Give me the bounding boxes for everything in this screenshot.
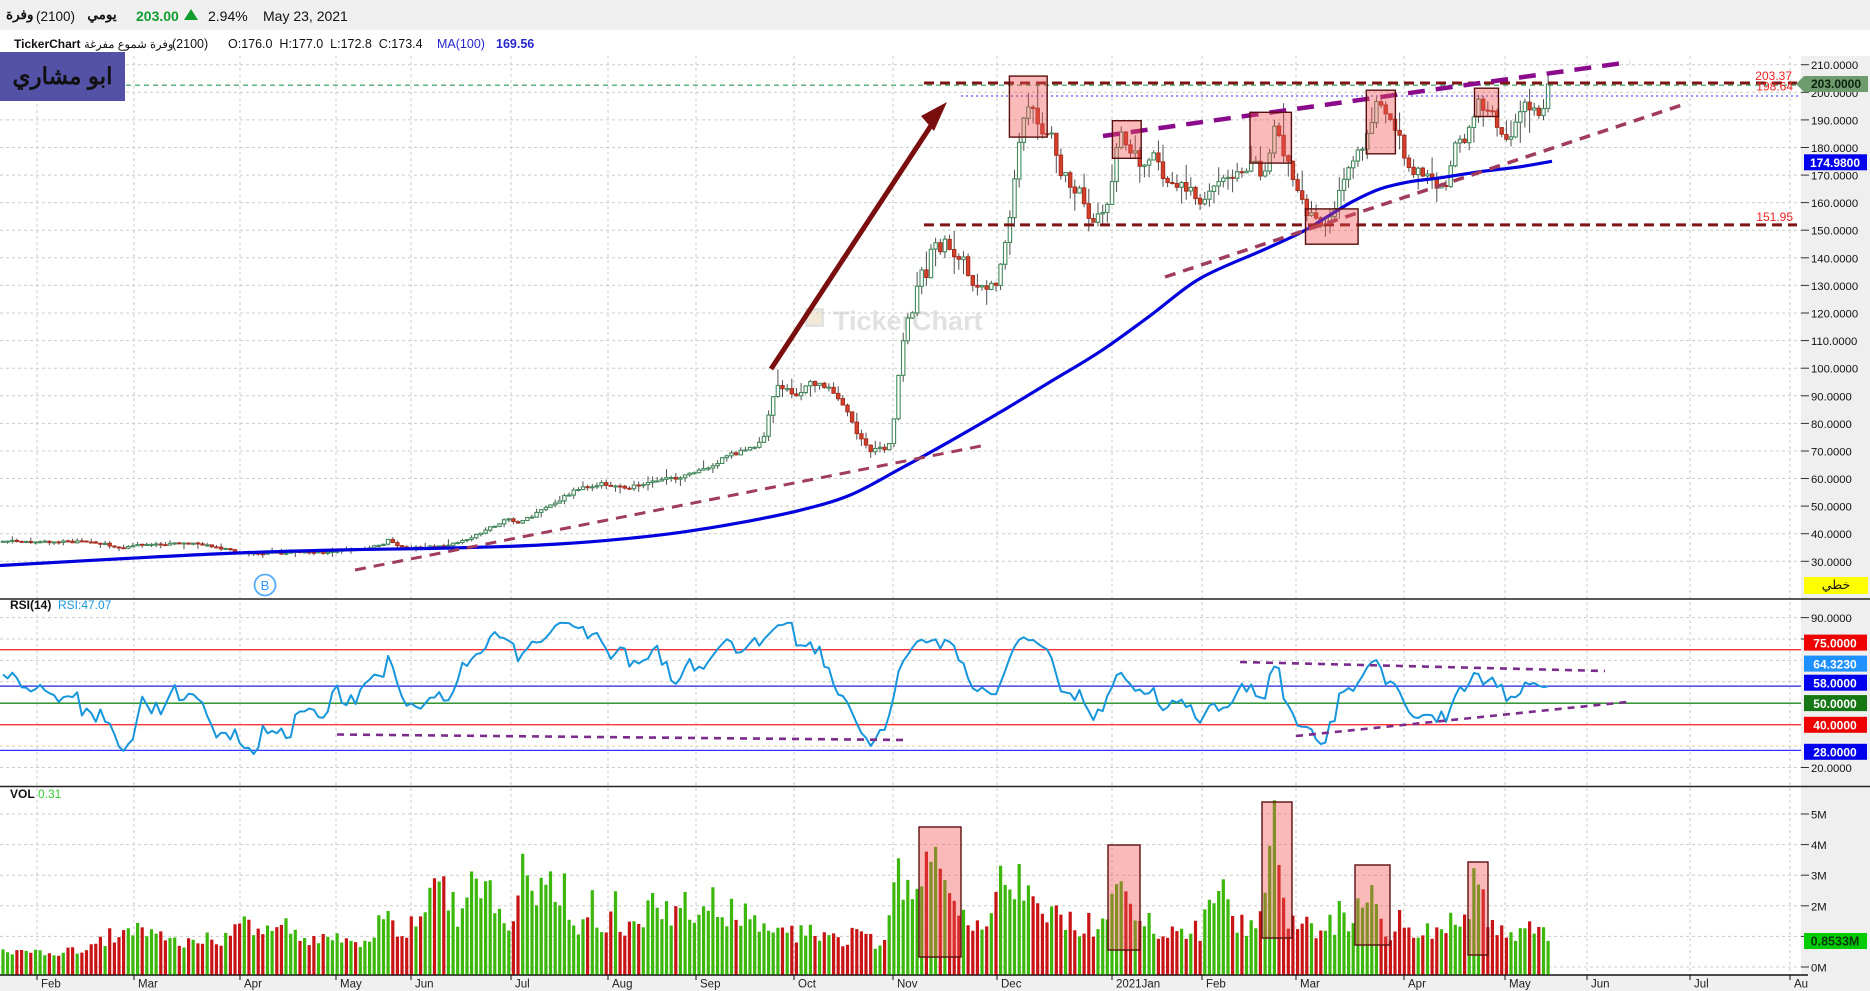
svg-text:28.0000: 28.0000 (1813, 746, 1857, 760)
svg-text:MA(100): MA(100) (437, 37, 485, 51)
svg-text:210.0000: 210.0000 (1811, 60, 1858, 72)
svg-text:Feb: Feb (1206, 979, 1226, 991)
svg-text:Feb: Feb (41, 979, 61, 991)
svg-text:5M: 5M (1811, 810, 1827, 822)
svg-text:120.0000: 120.0000 (1811, 309, 1858, 321)
svg-text:Dec: Dec (1001, 979, 1022, 991)
svg-text:190.0000: 190.0000 (1811, 115, 1858, 127)
svg-text:20.0000: 20.0000 (1811, 763, 1852, 775)
svg-text:Aug: Aug (612, 979, 632, 991)
svg-text:140.0000: 140.0000 (1811, 253, 1858, 265)
svg-text:30.0000: 30.0000 (1811, 557, 1852, 569)
svg-text:B: B (261, 578, 270, 593)
svg-text:50.0000: 50.0000 (1811, 502, 1852, 514)
svg-text:70.0000: 70.0000 (1811, 447, 1852, 459)
svg-text:0.31: 0.31 (38, 787, 62, 801)
svg-text:Jul: Jul (1694, 979, 1709, 991)
svg-text:170.0000: 170.0000 (1811, 171, 1858, 183)
svg-text:May: May (1509, 979, 1531, 991)
svg-text:4M: 4M (1811, 840, 1827, 852)
svg-text:130.0000: 130.0000 (1811, 281, 1858, 293)
svg-text:60.0000: 60.0000 (1811, 474, 1852, 486)
svg-text:0.8533M: 0.8533M (1811, 935, 1860, 949)
svg-text:2.94%: 2.94% (208, 8, 248, 24)
svg-text:(2100): (2100) (36, 9, 75, 24)
svg-text:Sep: Sep (700, 979, 720, 991)
svg-text:RSI:47.07: RSI:47.07 (58, 598, 112, 612)
svg-text:2M: 2M (1811, 901, 1827, 913)
svg-text:40.0000: 40.0000 (1811, 529, 1852, 541)
svg-text:Mar: Mar (138, 979, 158, 991)
svg-text:(2100): (2100) (172, 37, 208, 51)
svg-text:90.0000: 90.0000 (1811, 613, 1852, 625)
svg-text:151.95: 151.95 (1756, 210, 1793, 224)
svg-text:Nov: Nov (897, 979, 918, 991)
svg-text:90.0000: 90.0000 (1811, 391, 1852, 403)
svg-text:RSI(14): RSI(14) (10, 598, 51, 612)
svg-text:160.0000: 160.0000 (1811, 198, 1858, 210)
svg-text:May: May (340, 979, 362, 991)
svg-text:169.56: 169.56 (496, 37, 534, 51)
svg-text:50.0000: 50.0000 (1813, 697, 1857, 711)
svg-text:75.0000: 75.0000 (1813, 636, 1857, 650)
svg-text:2021Jan: 2021Jan (1116, 979, 1160, 991)
svg-text:203.0000: 203.0000 (1811, 77, 1861, 91)
svg-text:0M: 0M (1811, 963, 1827, 975)
svg-text:203.37: 203.37 (1755, 69, 1792, 83)
svg-text:100.0000: 100.0000 (1811, 364, 1858, 376)
svg-text:174.9800: 174.9800 (1810, 156, 1860, 170)
svg-text:80.0000: 80.0000 (1811, 419, 1852, 431)
svg-text:198.64: 198.64 (1756, 80, 1793, 94)
svg-text:Apr: Apr (244, 979, 262, 991)
svg-text:Jun: Jun (415, 979, 434, 991)
svg-text:May 23, 2021: May 23, 2021 (263, 8, 348, 24)
svg-text:58.0000: 58.0000 (1813, 676, 1857, 690)
svg-text:Au: Au (1794, 979, 1808, 991)
svg-text:VOL: VOL (10, 787, 35, 801)
svg-text:150.0000: 150.0000 (1811, 226, 1858, 238)
svg-text:203.00: 203.00 (136, 8, 179, 24)
svg-text:Apr: Apr (1408, 979, 1426, 991)
svg-text:O:176.0 H:177.0 L:172.8 C:1: O:176.0 H:177.0 L:172.8 C:173.4 (228, 37, 423, 51)
svg-text:3M: 3M (1811, 871, 1827, 883)
svg-text:64.3230: 64.3230 (1813, 657, 1857, 671)
svg-text:Oct: Oct (798, 979, 817, 991)
svg-text:40.0000: 40.0000 (1813, 719, 1857, 733)
svg-text:110.0000: 110.0000 (1811, 336, 1857, 348)
svg-text:180.0000: 180.0000 (1811, 143, 1858, 155)
svg-text:Jul: Jul (515, 979, 530, 991)
svg-text:TickerChart: TickerChart (14, 37, 80, 51)
svg-text:Mar: Mar (1300, 979, 1320, 991)
svg-text:Jun: Jun (1591, 979, 1610, 991)
